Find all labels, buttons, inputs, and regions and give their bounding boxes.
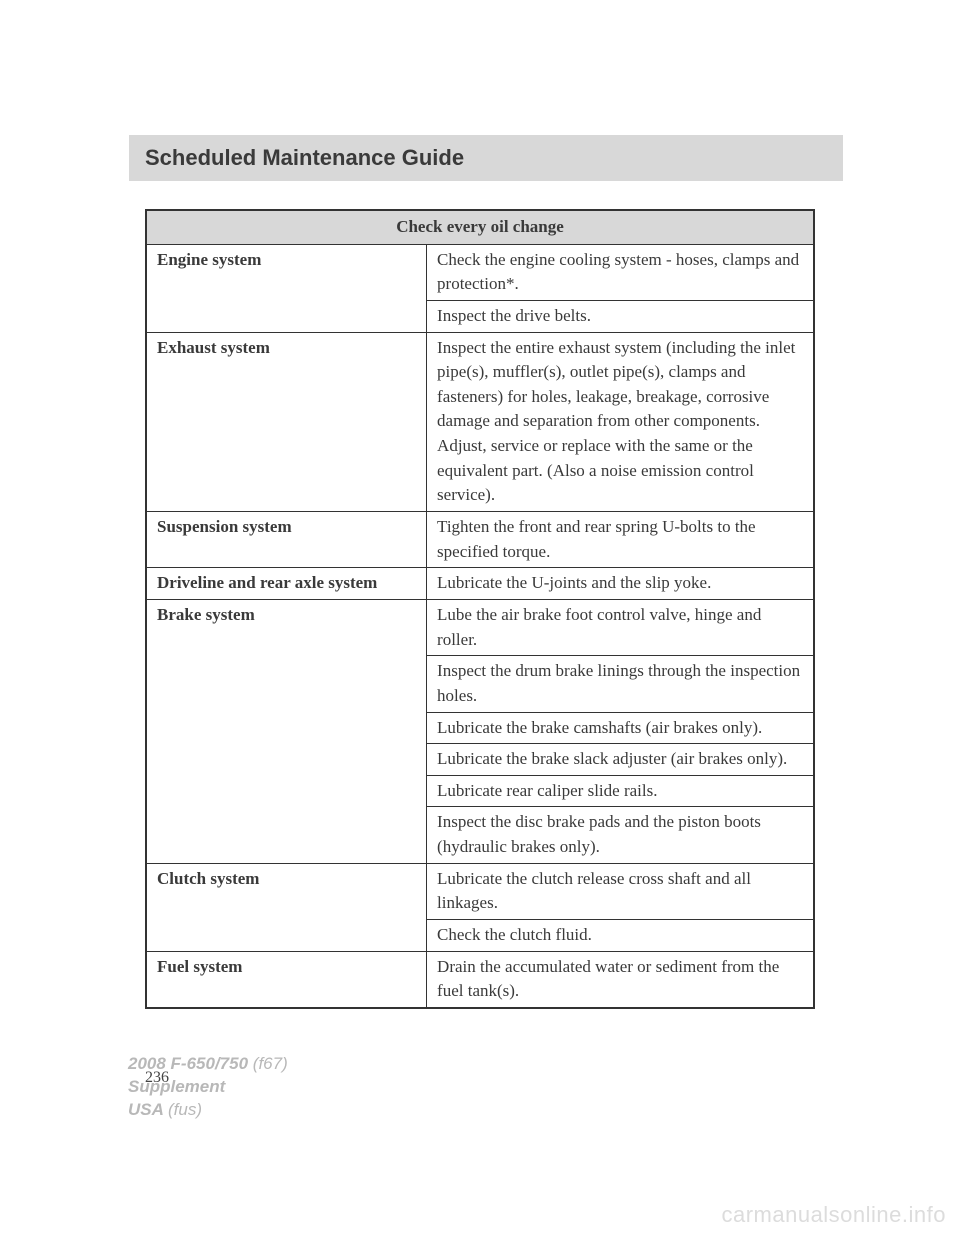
item-cell: Lubricate the brake slack adjuster (air … bbox=[427, 744, 814, 776]
item-cell: Check the engine cooling system - hoses,… bbox=[427, 244, 814, 300]
footer-code-2: (fus) bbox=[168, 1100, 202, 1119]
table-row: Fuel system Drain the accumulated water … bbox=[146, 951, 814, 1008]
footer-line-2: Supplement bbox=[128, 1076, 288, 1099]
item-cell: Inspect the entire exhaust system (inclu… bbox=[427, 332, 814, 511]
table-row: Suspension system Tighten the front and … bbox=[146, 512, 814, 568]
maintenance-table: Check every oil change Engine system Che… bbox=[145, 209, 815, 1009]
table-row: Driveline and rear axle system Lubricate… bbox=[146, 568, 814, 600]
system-cell: Suspension system bbox=[146, 512, 427, 568]
item-cell: Inspect the drive belts. bbox=[427, 300, 814, 332]
table-row: Engine system Check the engine cooling s… bbox=[146, 244, 814, 300]
page-content: Scheduled Maintenance Guide Check every … bbox=[0, 0, 960, 1087]
watermark-text: carmanualsonline.info bbox=[721, 1202, 946, 1228]
item-cell: Drain the accumulated water or sediment … bbox=[427, 951, 814, 1008]
item-cell: Lubricate rear caliper slide rails. bbox=[427, 775, 814, 807]
footer-block: 2008 F-650/750 (f67) Supplement USA (fus… bbox=[128, 1053, 288, 1122]
footer-region: USA bbox=[128, 1100, 163, 1119]
item-cell: Lubricate the U-joints and the slip yoke… bbox=[427, 568, 814, 600]
system-cell: Exhaust system bbox=[146, 332, 427, 511]
footer-model: 2008 F-650/750 bbox=[128, 1054, 248, 1073]
item-cell: Lubricate the clutch release cross shaft… bbox=[427, 863, 814, 919]
item-cell: Lube the air brake foot control valve, h… bbox=[427, 599, 814, 655]
table-row: Exhaust system Inspect the entire exhaus… bbox=[146, 332, 814, 511]
system-cell: Driveline and rear axle system bbox=[146, 568, 427, 600]
footer-line-1: 2008 F-650/750 (f67) bbox=[128, 1053, 288, 1076]
footer-line-3: USA (fus) bbox=[128, 1099, 288, 1122]
section-title: Scheduled Maintenance Guide bbox=[145, 145, 843, 171]
item-cell: Lubricate the brake camshafts (air brake… bbox=[427, 712, 814, 744]
item-cell: Inspect the drum brake linings through t… bbox=[427, 656, 814, 712]
system-cell: Brake system bbox=[146, 599, 427, 863]
footer-code-1: (f67) bbox=[253, 1054, 288, 1073]
table-row: Clutch system Lubricate the clutch relea… bbox=[146, 863, 814, 919]
system-cell: Fuel system bbox=[146, 951, 427, 1008]
item-cell: Inspect the disc brake pads and the pist… bbox=[427, 807, 814, 863]
system-cell: Engine system bbox=[146, 244, 427, 332]
item-cell: Check the clutch fluid. bbox=[427, 920, 814, 952]
table-caption: Check every oil change bbox=[146, 210, 814, 244]
section-header: Scheduled Maintenance Guide bbox=[129, 135, 843, 181]
item-cell: Tighten the front and rear spring U-bolt… bbox=[427, 512, 814, 568]
table-body: Engine system Check the engine cooling s… bbox=[146, 244, 814, 1008]
system-cell: Clutch system bbox=[146, 863, 427, 951]
table-row: Brake system Lube the air brake foot con… bbox=[146, 599, 814, 655]
